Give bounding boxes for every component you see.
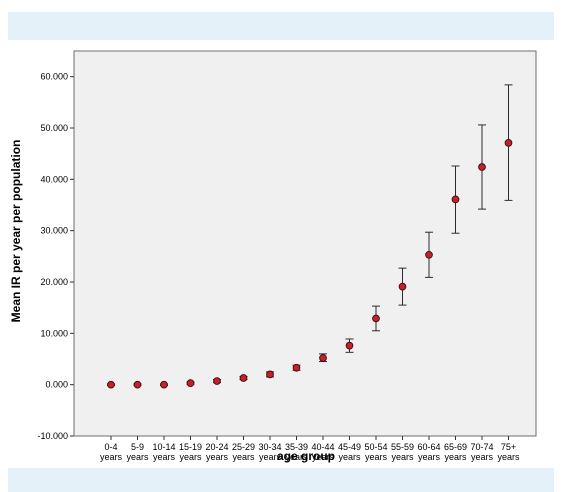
x-tick-label: 5-9 [131,442,144,452]
plot-area [73,50,537,437]
x-tick-label: 10-14 [152,442,175,452]
x-tick-label-unit: years [206,452,229,462]
data-point [239,374,248,382]
y-axis: -10.000 0.000 10.000 20.000 30.000 40.000 50.0… [37,72,74,441]
x-tick-label: 70-74 [470,442,493,452]
data-point [186,379,195,387]
x-tick-label-unit: years [285,452,308,462]
x-tick-label-unit: years [232,452,255,462]
x-tick-label: 60-64 [417,442,440,452]
x-tick-label-unit: years [153,452,176,462]
x-tick-label-unit: years [471,452,494,462]
y-tick-label: 20.000 [40,277,68,287]
x-tick-label: 65-69 [444,442,467,452]
x-tick-label: 75+ [501,442,516,452]
x-tick-label: 45-49 [338,442,361,452]
data-point [160,380,168,389]
data-point [292,363,301,372]
x-tick-label-unit: years [100,452,123,462]
header-band [8,12,554,40]
x-tick-label-unit: years [338,452,361,462]
x-tick-label-unit: years [179,452,202,462]
data-point [319,354,327,362]
x-tick-label-unit: years [391,452,414,462]
footer-band [8,468,554,492]
data-marks [107,84,513,389]
data-point [372,314,380,323]
data-point [107,380,115,389]
x-tick-label: 30-34 [258,442,281,452]
x-axis-title: age group [277,449,335,463]
x-tick-label: 0-4 [104,442,117,452]
chart-svg: -10.000 0.000 10.000 20.000 30.000 40.000 50.0… [9,50,537,463]
chart-container: -10.000 0.000 10.000 20.000 30.000 40.000 50.0… [8,12,554,492]
x-tick-label-unit: years [497,452,520,462]
x-tick-label: 40-44 [311,442,334,452]
x-tick-label-unit: years [126,452,149,462]
data-point [345,341,354,350]
x-tick-label-unit: years [312,452,335,462]
x-tick-label-unit: years [444,452,467,462]
x-tick-label: 15-19 [179,442,202,452]
x-axis: 0-4years5-9years10-14years15-19years20-2… [100,436,520,462]
x-tick-label: 20-24 [205,442,228,452]
data-point [504,139,513,147]
x-tick-label: 50-54 [364,442,387,452]
y-tick-label: -10.000 [37,431,68,441]
x-tick-label-unit: years [365,452,388,462]
data-point [425,250,433,259]
y-tick-label: 60.000 [40,72,68,82]
data-point [266,370,274,379]
x-tick-label: 55-59 [391,442,414,452]
y-tick-label: 50.000 [40,123,68,133]
y-tick-label: 40.000 [40,174,68,184]
y-tick-label: 30.000 [40,226,68,236]
y-tick-label: 0.000 [45,380,68,390]
y-axis-title: Mean IR per year per population [9,140,23,323]
data-point [213,377,221,385]
data-point [398,282,407,291]
x-tick-label-unit: years [418,452,441,462]
y-tick-label: 10.000 [40,328,68,338]
x-tick-label: 35-39 [285,442,308,452]
x-tick-label-unit: years [259,452,282,462]
data-point [451,195,460,204]
x-tick-label: 25-29 [232,442,255,452]
data-point [478,163,486,171]
data-point [133,380,142,389]
